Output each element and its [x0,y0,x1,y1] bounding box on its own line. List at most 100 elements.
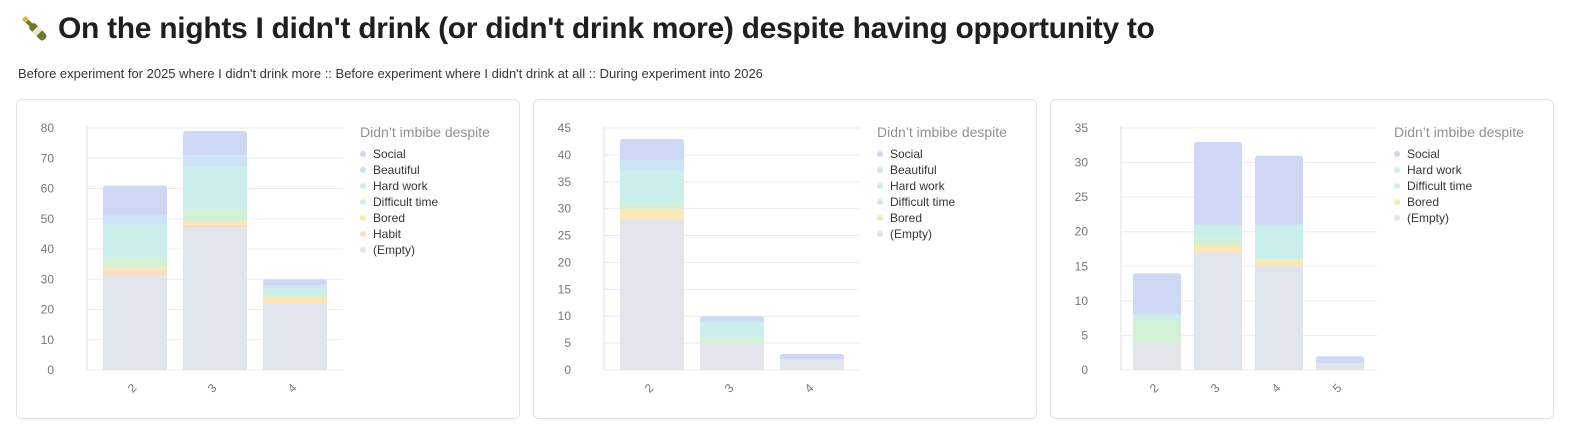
bar-segment-bored[interactable] [1194,246,1242,253]
chart-2-legend: Didn’t imbibe despite Social Beautiful Har… [877,124,1007,242]
legend-dot-icon [360,151,366,157]
y-tick-label: 80 [41,121,55,135]
bar-segment-social[interactable] [183,131,247,155]
y-tick-label: 45 [558,121,572,135]
bar-3[interactable] [700,316,764,370]
bar-segment-bored[interactable] [620,209,684,220]
bar-segment-hard-work[interactable] [700,322,764,338]
legend-item-beautiful[interactable]: Beautiful [877,162,1007,178]
legend-item-difficult-time[interactable]: Difficult time [360,194,490,210]
bar-segment-empty[interactable] [1194,252,1242,370]
y-tick-label: 60 [41,182,55,196]
bar-2[interactable] [1133,273,1181,370]
legend-item-social[interactable]: Social [877,146,1007,162]
bar-segment-social[interactable] [780,354,844,359]
bar-segment-difficult-time[interactable] [263,294,327,297]
bar-segment-empty[interactable] [103,276,167,370]
x-tick-label: 2 [642,381,657,396]
bar-segment-social[interactable] [1255,156,1303,225]
legend-item-empty[interactable]: (Empty) [877,226,1007,242]
bar-segment-empty[interactable] [183,228,247,370]
bar-segment-social[interactable] [103,185,167,215]
bar-segment-bored[interactable] [103,267,167,270]
bar-segment-social[interactable] [700,316,764,321]
bar-segment-beautiful[interactable] [183,155,247,167]
legend-title: Didn’t imbibe despite [1394,124,1524,140]
y-tick-label: 15 [558,282,572,296]
bar-segment-difficult-time[interactable] [183,210,247,222]
bar-segment-habit[interactable] [183,225,247,228]
legend-item-bored[interactable]: Bored [877,210,1007,226]
bar-segment-social[interactable] [1194,142,1242,225]
bar-segment-beautiful[interactable] [620,160,684,171]
bar-3[interactable] [1194,142,1242,370]
bar-segment-social[interactable] [1133,273,1181,314]
bar-4[interactable] [263,279,327,370]
bar-segment-empty[interactable] [700,343,764,370]
legend-item-bored[interactable]: Bored [1394,194,1524,210]
legend-item-habit[interactable]: Habit [360,226,490,242]
bar-5[interactable] [1316,356,1364,370]
legend-label: Habit [373,227,401,241]
bar-segment-hard-work[interactable] [1133,315,1181,322]
legend-item-beautiful[interactable]: Beautiful [360,162,490,178]
x-tick-label: 3 [205,381,220,396]
legend-label: Social [373,147,406,161]
bar-segment-social[interactable] [1316,356,1364,363]
bar-segment-difficult-time[interactable] [700,338,764,343]
legend-label: Difficult time [890,195,955,209]
bar-segment-hard-work[interactable] [183,167,247,209]
bar-segment-beautiful[interactable] [103,216,167,225]
legend-dot-icon [877,151,883,157]
x-tick-label: 4 [285,381,300,396]
legend-label: Bored [890,211,922,225]
bar-2[interactable] [103,185,167,370]
legend-item-hard-work[interactable]: Hard work [1394,162,1524,178]
x-tick-label: 2 [1147,381,1162,396]
bar-segment-hard-work[interactable] [620,171,684,203]
bar-segment-beautiful[interactable] [263,285,327,288]
bar-segment-bored[interactable] [263,297,327,303]
legend-item-difficult-time[interactable]: Difficult time [877,194,1007,210]
bar-segment-empty[interactable] [1133,342,1181,370]
y-tick-label: 20 [41,303,55,317]
bar-segment-empty[interactable] [1255,266,1303,370]
bar-4[interactable] [780,354,844,370]
bar-segment-social[interactable] [263,279,327,285]
legend-label: Social [1407,147,1440,161]
bar-segment-hard-work[interactable] [263,288,327,294]
y-tick-label: 10 [558,309,572,323]
legend-item-difficult-time[interactable]: Difficult time [1394,178,1524,194]
bar-segment-empty[interactable] [263,303,327,370]
legend-dot-icon [877,167,883,173]
bar-segment-bored[interactable] [1255,259,1303,266]
bar-segment-habit[interactable] [103,270,167,276]
legend-label: (Empty) [373,243,415,257]
legend-item-social[interactable]: Social [1394,146,1524,162]
legend-item-hard-work[interactable]: Hard work [877,178,1007,194]
chart-3-legend: Didn’t imbibe despite Social Hard work Dif… [1394,124,1524,226]
bar-segment-empty[interactable] [780,359,844,370]
x-tick-label: 3 [1208,381,1223,396]
bar-segment-empty[interactable] [620,219,684,370]
bar-segment-hard-work[interactable] [1255,225,1303,260]
bar-segment-difficult-time[interactable] [620,203,684,208]
legend-item-empty[interactable]: (Empty) [360,242,490,258]
bar-segment-difficult-time[interactable] [1133,322,1181,343]
bar-segment-social[interactable] [620,139,684,161]
bar-segment-empty[interactable] [1316,363,1364,370]
legend-item-bored[interactable]: Bored [360,210,490,226]
legend-item-empty[interactable]: (Empty) [1394,210,1524,226]
bar-3[interactable] [183,131,247,370]
chart-card-2: 0 5 10 15 20 25 30 35 40 45 2 3 4 Didn’t imbibe desp… [533,99,1037,419]
bar-segment-difficult-time[interactable] [103,258,167,267]
y-tick-label: 20 [558,255,572,269]
bar-segment-hard-work[interactable] [1194,225,1242,239]
bar-segment-bored[interactable] [183,222,247,225]
legend-item-hard-work[interactable]: Hard work [360,178,490,194]
legend-item-social[interactable]: Social [360,146,490,162]
bar-segment-difficult-time[interactable] [1194,239,1242,246]
bar-segment-hard-work[interactable] [103,225,167,258]
bar-4[interactable] [1255,156,1303,370]
bar-2[interactable] [620,139,684,370]
